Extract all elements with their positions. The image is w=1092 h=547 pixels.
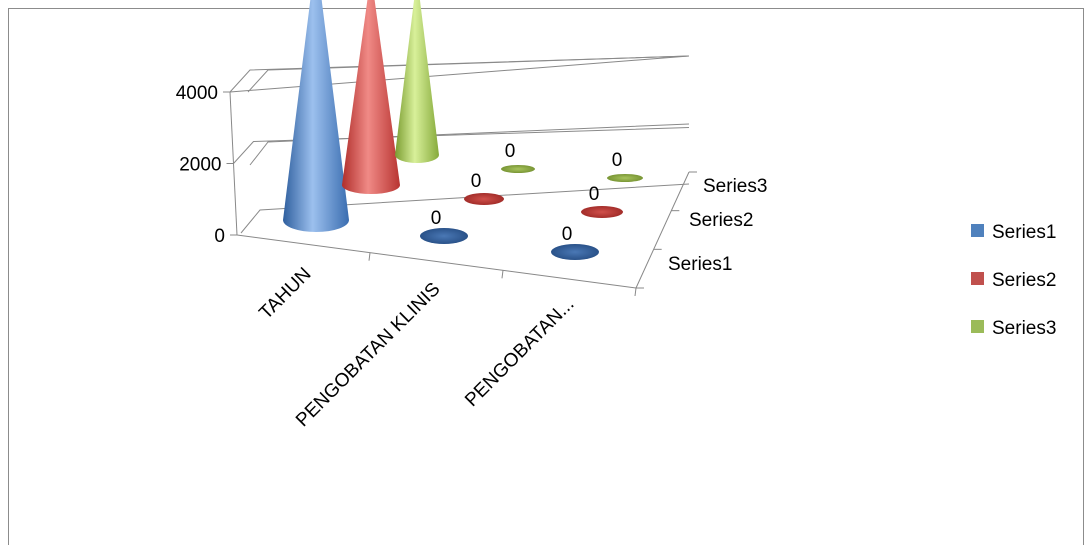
legend-swatch-series1 [971, 224, 984, 237]
gridline [240, 183, 690, 234]
x-category-label: PENGOBATAN KLINIS [292, 279, 444, 431]
cone-series3-0 [395, 0, 439, 163]
data-label: 0 [589, 184, 600, 205]
gridlines [229, 55, 690, 234]
data-label: 0 [505, 141, 516, 162]
disc-series3-2 [607, 174, 643, 182]
data-labels: 202200202300202400 [431, 141, 623, 245]
x-category-label: TAHUN [255, 264, 315, 324]
depth-axis-label: Series3 [703, 176, 767, 197]
cone-series2-0 [342, 0, 400, 194]
data-label: 0 [562, 224, 573, 245]
disc-series3-1 [501, 165, 535, 173]
x-category-label: PENGOBATAN... [461, 294, 578, 411]
disc-series2-1 [464, 193, 504, 205]
x-axis-line [236, 234, 637, 289]
back-wall-top [229, 55, 690, 93]
legend-swatch-series2 [971, 272, 984, 285]
x-tick [634, 287, 637, 297]
disc-series1-1 [420, 228, 468, 244]
legend-swatch-series3 [971, 320, 984, 333]
cone-series1-0 [283, 0, 349, 232]
x-tick [368, 252, 371, 261]
legend-label-series2: Series2 [992, 270, 1056, 291]
axis-ticks [223, 91, 697, 297]
y-tick-label: 2000 [179, 155, 221, 176]
data-label: 0 [612, 150, 623, 171]
y-tick-label: 0 [214, 226, 225, 247]
gridline [233, 127, 690, 164]
legend-label-series1: Series1 [992, 222, 1056, 243]
gridline [249, 123, 690, 166]
chart-frame [8, 8, 1084, 545]
cone-marks [283, 0, 643, 260]
disc-series1-2 [551, 244, 599, 260]
depth-axis-label: Series1 [668, 254, 732, 275]
depth-axis-line [635, 171, 690, 289]
legend: Series1 Series2 Series3 [971, 222, 1056, 339]
y-tick-label: 4000 [176, 83, 218, 104]
legend-label-series3: Series3 [992, 318, 1056, 339]
x-tick [501, 270, 504, 279]
gridline [247, 55, 690, 93]
depth-axis-label: Series2 [689, 210, 753, 231]
data-label: 0 [471, 171, 482, 192]
disc-series2-2 [581, 206, 623, 218]
data-label: 0 [431, 208, 442, 229]
